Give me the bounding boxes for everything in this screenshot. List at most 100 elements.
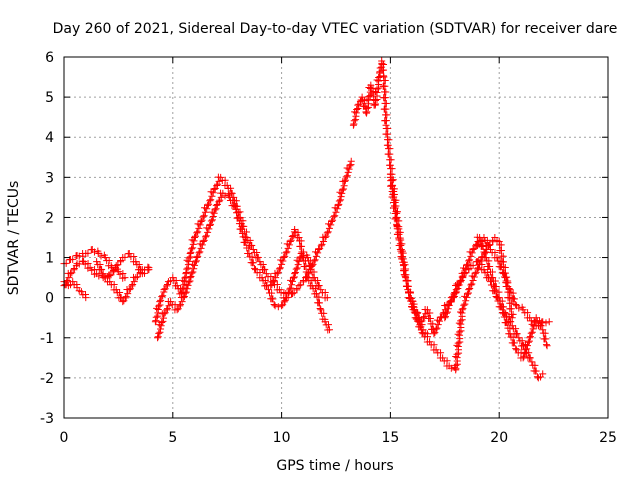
data-point: [197, 217, 205, 225]
data-point: [381, 117, 389, 125]
data-point: [70, 266, 78, 274]
data-point: [522, 348, 530, 356]
data-point: [513, 346, 521, 354]
data-point: [486, 278, 494, 286]
data-point: [467, 252, 475, 260]
data-point: [473, 242, 481, 250]
data-point: [397, 253, 405, 261]
data-point: [130, 278, 138, 286]
data-point: [141, 266, 149, 274]
data-point: [314, 281, 322, 289]
data-point: [234, 214, 242, 222]
data-point: [223, 181, 231, 189]
data-point: [473, 265, 481, 273]
series-arc-3: [60, 278, 90, 302]
data-point: [466, 256, 474, 264]
data-point: [163, 306, 171, 314]
data-point: [163, 282, 171, 290]
data-point: [391, 215, 399, 223]
data-point: [187, 272, 195, 280]
data-point: [288, 232, 296, 240]
data-point: [387, 182, 395, 190]
data-point: [432, 346, 440, 354]
data-point: [512, 330, 520, 338]
data-point: [327, 221, 335, 229]
data-point: [156, 328, 164, 336]
data-point: [418, 329, 426, 337]
data-point: [324, 228, 332, 236]
data-point: [410, 306, 418, 314]
data-point: [269, 278, 277, 286]
data-point: [503, 279, 511, 287]
data-point: [443, 308, 451, 316]
data-point: [317, 306, 325, 314]
data-point: [182, 288, 190, 296]
series-arc-12: [473, 234, 553, 330]
data-point: [128, 282, 136, 290]
data-point: [237, 225, 245, 233]
data-point: [282, 249, 290, 257]
data-point: [287, 236, 295, 244]
data-point: [314, 249, 322, 257]
data-point: [120, 297, 128, 305]
series-arc-6: [154, 189, 331, 342]
data-point: [441, 314, 449, 322]
data-point: [419, 330, 427, 338]
data-point: [451, 289, 459, 297]
data-point: [84, 249, 92, 257]
data-point: [97, 265, 105, 273]
data-point: [304, 274, 312, 282]
data-point: [283, 248, 291, 256]
data-point: [385, 136, 393, 144]
data-point: [509, 310, 517, 318]
data-point: [288, 281, 296, 289]
data-point: [200, 236, 208, 244]
data-point: [180, 293, 188, 301]
data-point: [342, 173, 350, 181]
data-point: [208, 216, 216, 224]
data-point: [355, 100, 363, 108]
data-point: [312, 252, 320, 260]
data-point: [420, 313, 428, 321]
data-point: [480, 266, 488, 274]
y-tick-label: -2: [40, 371, 54, 387]
data-point: [465, 257, 473, 265]
data-point: [121, 274, 129, 282]
data-point: [311, 256, 319, 264]
data-point: [468, 249, 476, 257]
data-point: [457, 277, 465, 285]
data-point: [172, 277, 180, 285]
data-point: [265, 286, 273, 294]
data-point: [502, 319, 510, 327]
data-point: [67, 270, 75, 278]
data-point: [210, 209, 218, 217]
data-point: [470, 245, 478, 253]
data-point: [493, 294, 501, 302]
data-point: [273, 270, 281, 278]
data-point: [363, 104, 371, 112]
y-tick-label: 5: [45, 90, 54, 106]
data-point: [204, 228, 212, 236]
data-point: [308, 282, 316, 290]
data-point: [335, 200, 343, 208]
data-point: [469, 246, 477, 254]
data-point: [345, 165, 353, 173]
data-point: [439, 354, 447, 362]
data-point: [380, 105, 388, 113]
data-point: [205, 200, 213, 208]
data-point: [196, 248, 204, 256]
data-point: [207, 220, 215, 228]
data-point: [156, 298, 164, 306]
data-point: [268, 281, 276, 289]
data-point: [328, 217, 336, 225]
data-point: [163, 305, 171, 313]
data-point: [157, 296, 165, 304]
data-point: [276, 264, 284, 272]
data-point: [390, 204, 398, 212]
data-point: [227, 189, 235, 197]
data-point: [291, 270, 299, 278]
data-point: [251, 264, 259, 272]
data-point: [461, 300, 469, 308]
data-point: [478, 238, 486, 246]
